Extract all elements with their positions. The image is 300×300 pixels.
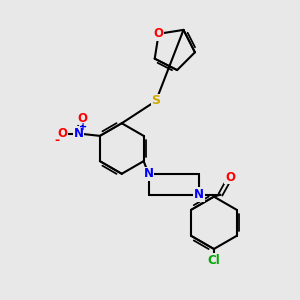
Text: N: N xyxy=(143,167,154,180)
Text: S: S xyxy=(152,94,160,107)
Text: O: O xyxy=(225,171,235,184)
Text: +: + xyxy=(79,122,87,132)
Text: N: N xyxy=(194,188,204,201)
Text: -: - xyxy=(54,134,59,146)
Text: O: O xyxy=(77,112,87,124)
Text: O: O xyxy=(154,27,164,40)
Text: Cl: Cl xyxy=(208,254,220,267)
Text: N: N xyxy=(74,127,83,140)
Text: O: O xyxy=(57,127,67,140)
